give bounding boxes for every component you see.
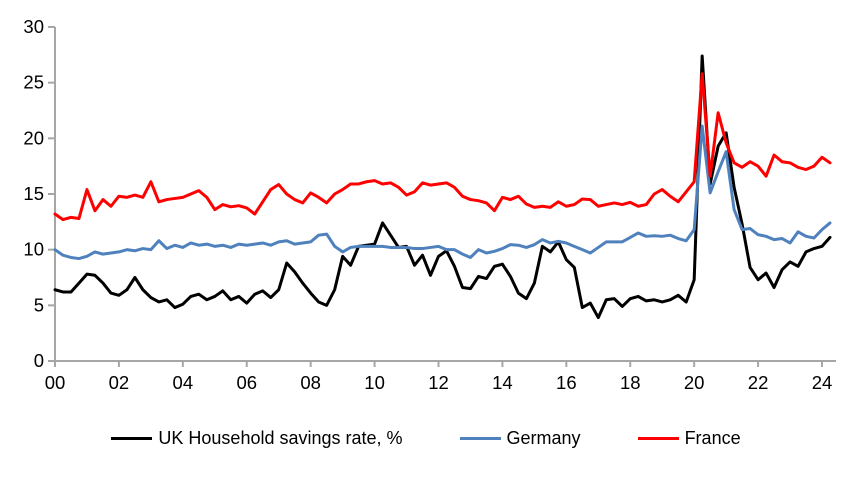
germany-legend-line-icon [459, 436, 501, 440]
france-legend-label: France [684, 427, 741, 448]
x-tick-label: 22 [748, 372, 769, 393]
legend-item-france: France [637, 427, 741, 449]
legend-item-germany: Germany [459, 427, 581, 449]
y-tick-label: 20 [23, 127, 44, 148]
x-tick-label: 08 [300, 372, 321, 393]
x-tick-label: 16 [556, 372, 577, 393]
x-tick-label: 14 [492, 372, 513, 393]
legend-item-uk: UK Household savings rate, % [111, 427, 403, 449]
germany-series-line [53, 124, 832, 261]
y-tick-label: 30 [23, 16, 44, 37]
x-tick-label: 06 [236, 372, 257, 393]
france-series-line [53, 72, 832, 222]
x-tick-label: 10 [364, 372, 385, 393]
x-tick-label: 12 [428, 372, 449, 393]
x-tick-label: 20 [684, 372, 705, 393]
x-tick-label: 02 [109, 372, 130, 393]
x-tick-label: 18 [620, 372, 641, 393]
x-tick-label: 00 [45, 372, 66, 393]
y-tick-label: 0 [34, 350, 44, 371]
uk-legend-line-icon [111, 436, 153, 440]
germany-legend-label: Germany [506, 427, 581, 448]
france-legend-line-icon [637, 436, 679, 440]
y-tick-label: 5 [34, 294, 44, 315]
x-tick-label: 24 [812, 372, 833, 393]
y-tick-label: 15 [23, 183, 44, 204]
uk-legend-label: UK Household savings rate, % [158, 427, 403, 448]
x-tick-label: 04 [173, 372, 194, 393]
legend: UK Household savings rate, % Germany Fra… [0, 423, 852, 453]
y-tick-label: 10 [23, 239, 44, 260]
y-tick-label: 25 [23, 72, 44, 93]
